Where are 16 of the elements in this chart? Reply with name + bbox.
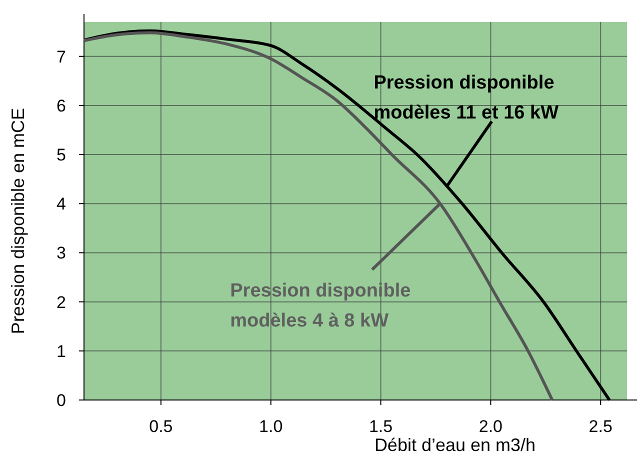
x-tick-label: 1.5 [368,417,393,436]
x-tick-label: 0.5 [149,417,173,436]
y-tick-label: 1 [56,342,66,361]
y-tick-label: 3 [56,244,66,263]
x-axis-title: Débit d’eau en m3/h [374,435,536,455]
y-tick-label: 2 [56,292,66,312]
y-tick-label: 0 [56,391,66,410]
y-tick-label: 7 [56,47,66,66]
x-tick-label: 1.0 [259,417,283,436]
y-tick-label: 6 [56,96,66,116]
y-tick-label: 4 [56,194,66,214]
y-tick-label: 5 [56,146,66,165]
x-tick-label: 2.0 [478,417,503,436]
annotation: Pression disponible modèles 11 et 16 kW [374,72,559,124]
x-tick-label: 2.5 [588,417,612,436]
y-axis-title: Pression disponible en mCE [8,108,28,334]
